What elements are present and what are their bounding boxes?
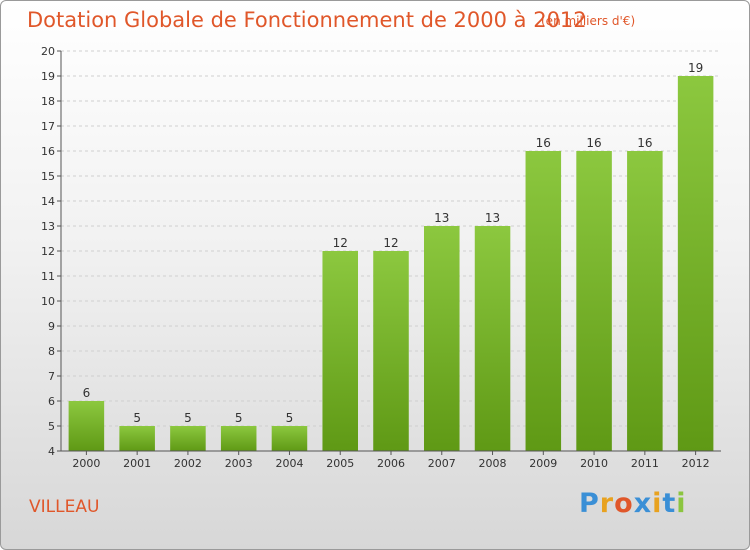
x-tick-label: 2002 <box>174 457 202 470</box>
y-tick-label: 19 <box>41 70 55 83</box>
bar-2001 <box>119 426 155 451</box>
y-tick-label: 12 <box>41 245 55 258</box>
logo-letter: i <box>652 488 663 519</box>
bars: 6 5 5 5 5 12 12 13 13 16 16 16 19 <box>68 61 714 451</box>
bar-2004 <box>271 426 308 451</box>
data-label: 16 <box>586 136 601 150</box>
y-tick-label: 20 <box>41 45 55 58</box>
bar-2005 <box>322 251 358 451</box>
y-tick-label: 18 <box>41 95 55 108</box>
y-tick-label: 5 <box>48 420 55 433</box>
data-label: 19 <box>688 61 703 75</box>
bar-2009 <box>525 151 562 451</box>
x-tick-label: 2007 <box>428 457 456 470</box>
data-label: 13 <box>434 211 449 225</box>
y-tick-label: 9 <box>48 320 55 333</box>
data-label: 5 <box>286 411 294 425</box>
data-label: 13 <box>485 211 500 225</box>
y-tick-label: 8 <box>48 345 55 358</box>
y-tick-label: 4 <box>48 445 55 458</box>
x-tick-label: 2006 <box>377 457 405 470</box>
data-label: 16 <box>536 136 551 150</box>
data-label: 12 <box>333 236 348 250</box>
bar-2010 <box>576 151 612 451</box>
x-tick-label: 2008 <box>479 457 507 470</box>
y-tick-label: 14 <box>41 195 55 208</box>
bar-2002 <box>170 426 206 451</box>
y-tick-label: 15 <box>41 170 55 183</box>
x-tick-label: 2010 <box>580 457 608 470</box>
chart-title: Dotation Globale de Fonctionnement de 20… <box>27 8 587 32</box>
data-label: 5 <box>133 411 141 425</box>
logo-letter: r <box>599 488 615 519</box>
data-label: 6 <box>83 386 91 400</box>
bar-2006 <box>373 251 409 451</box>
x-tick-label: 2012 <box>682 457 710 470</box>
y-tick-label: 17 <box>41 120 55 133</box>
x-tick-label: 2005 <box>326 457 354 470</box>
logo-letter: t <box>662 488 677 519</box>
y-tick-label: 10 <box>41 295 55 308</box>
x-tick-label: 2000 <box>72 457 100 470</box>
logo-letter: x <box>633 488 653 519</box>
y-tick-label: 16 <box>41 145 55 158</box>
x-tick-label: 2001 <box>123 457 151 470</box>
bar-2012 <box>677 76 714 451</box>
y-tick-label: 13 <box>41 220 55 233</box>
y-tick-label: 7 <box>48 370 55 383</box>
place-name: VILLEAU <box>29 497 100 517</box>
bar-2000 <box>68 401 105 451</box>
x-tick-label: 2003 <box>225 457 253 470</box>
bar-2003 <box>220 426 257 451</box>
y-tick-label: 6 <box>48 395 55 408</box>
axes: 4 5 6 7 8 9 10 11 12 13 14 15 16 17 18 19 20 2000 2001 2002… <box>41 45 721 470</box>
logo-letter: i <box>676 488 687 519</box>
proxiti-logo: Proxiti <box>579 488 687 519</box>
data-label: 5 <box>235 411 243 425</box>
data-label: 16 <box>637 136 652 150</box>
x-tick-label: 2009 <box>529 457 557 470</box>
bar-2007 <box>424 226 460 451</box>
logo-letter: o <box>614 488 634 519</box>
bar-2008 <box>474 226 511 451</box>
x-tick-label: 2004 <box>275 457 303 470</box>
logo-letter: P <box>579 488 600 519</box>
chart-subtitle: (en milliers d'€) <box>541 14 636 28</box>
bar-2011 <box>627 151 663 451</box>
data-label: 5 <box>184 411 192 425</box>
x-tick-label: 2011 <box>631 457 659 470</box>
data-label: 12 <box>383 236 398 250</box>
y-tick-label: 11 <box>41 270 55 283</box>
